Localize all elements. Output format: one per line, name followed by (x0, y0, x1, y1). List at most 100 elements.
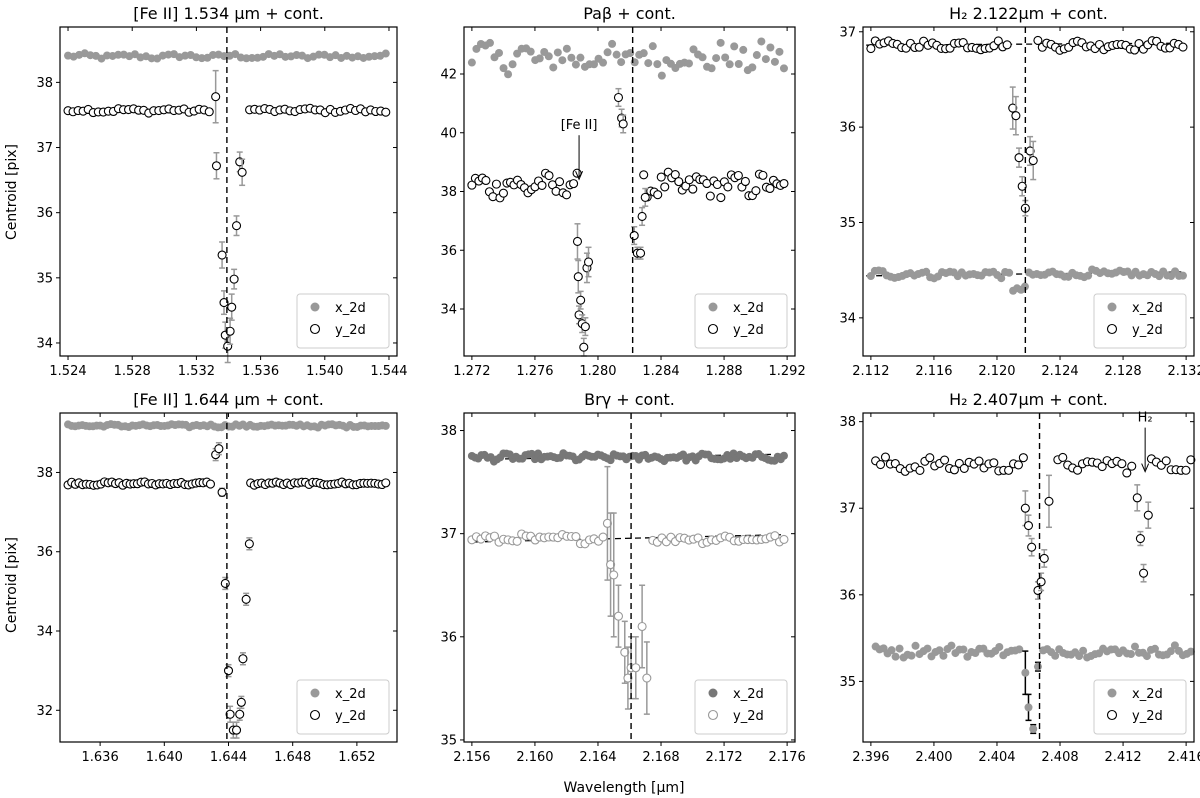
axes-frame (59, 26, 398, 357)
data-point (674, 177, 684, 187)
data-point (1015, 645, 1024, 654)
data-point (1186, 455, 1196, 465)
x-tick-label: 2.116 (915, 364, 952, 379)
y-tick-label: 34 (36, 625, 53, 640)
data-point (635, 248, 646, 258)
data-point (733, 170, 743, 181)
x-tick-label: 1.652 (338, 750, 375, 765)
series-x_2d (866, 265, 1187, 295)
data-point (549, 63, 558, 72)
y-tick-label: 38 (839, 415, 856, 430)
data-point (716, 38, 725, 47)
data-point (995, 642, 1004, 651)
data-point (554, 177, 565, 187)
data-point (537, 180, 547, 190)
data-point (923, 644, 932, 653)
data-point (1127, 461, 1137, 471)
data-point (231, 725, 242, 735)
data-point (1011, 111, 1021, 121)
legend-label: y_2d (733, 709, 764, 724)
data-point (739, 45, 748, 54)
data-point (623, 673, 633, 683)
series-y_2d (467, 465, 789, 715)
data-point (758, 170, 768, 180)
data-point (914, 42, 924, 52)
data-point (723, 182, 733, 192)
y-tick-label: 37 (839, 502, 856, 517)
data-point (572, 168, 582, 178)
legend-marker (310, 302, 320, 312)
data-point (1117, 459, 1127, 469)
data-point (1181, 465, 1191, 475)
data-point (147, 54, 156, 63)
data-point (211, 92, 221, 102)
data-point (618, 119, 628, 129)
data-point (606, 456, 615, 465)
data-point (569, 179, 579, 189)
x-tick-label: 2.160 (516, 750, 553, 765)
annotation-arrowhead (1141, 463, 1150, 473)
data-point (504, 70, 513, 79)
x-axis-label: Wavelength [μm] (564, 780, 685, 796)
data-point (707, 64, 716, 73)
legend: x_2d y_2d (296, 293, 390, 349)
data-point (381, 107, 391, 117)
data-point (993, 36, 1003, 46)
data-point (1029, 725, 1038, 734)
data-point (205, 479, 216, 489)
data-point (925, 453, 935, 463)
data-point (751, 186, 761, 196)
data-point (705, 191, 715, 201)
data-point (779, 451, 788, 460)
data-point (639, 49, 648, 58)
data-point (959, 645, 968, 654)
data-point (491, 179, 501, 189)
data-point (617, 58, 626, 67)
data-point (637, 211, 647, 222)
y-tick-label: 36 (36, 545, 53, 560)
data-point (1130, 642, 1139, 651)
y-tick-label: 38 (36, 466, 53, 481)
y-tick-label: 38 (440, 424, 457, 439)
axes-frame (862, 26, 1195, 357)
annotation-label: H₂ (1138, 411, 1153, 426)
data-point (599, 58, 608, 67)
data-point (247, 53, 256, 62)
legend-marker (309, 323, 321, 335)
data-point (114, 50, 123, 59)
data-point (237, 167, 247, 177)
series-y_2d (467, 87, 789, 357)
data-point (620, 647, 630, 657)
data-point (770, 531, 780, 541)
data-point (935, 646, 944, 655)
legend-marker (707, 323, 719, 335)
data-point (734, 59, 743, 68)
x-tick-label: 2.164 (579, 750, 616, 765)
data-point (757, 37, 766, 46)
x-tick-label: 2.412 (1104, 750, 1141, 765)
data-point (609, 570, 619, 580)
data-point (1027, 542, 1037, 552)
data-point (891, 652, 900, 661)
y-tick-label: 42 (440, 68, 457, 83)
data-point (725, 60, 734, 69)
panel-title: H₂ 2.122μm + cont. (949, 4, 1108, 23)
data-point (1178, 271, 1187, 280)
data-point (1139, 568, 1149, 578)
data-point (603, 48, 612, 57)
data-point (740, 176, 750, 187)
data-point (244, 539, 254, 549)
x-tick-label: 1.292 (769, 364, 806, 379)
legend-label: y_2d (1132, 709, 1163, 724)
data-point (1025, 146, 1035, 156)
x-tick-label: 1.528 (114, 364, 151, 379)
legend-marker (1106, 323, 1118, 335)
data-point (613, 92, 624, 103)
data-point (225, 709, 235, 719)
series-x_2d (467, 37, 788, 80)
y-axis-label-top: Centroid [pix] (4, 144, 20, 240)
data-point (314, 50, 323, 59)
y-tick-label: 35 (36, 271, 53, 286)
data-point (1097, 461, 1107, 472)
